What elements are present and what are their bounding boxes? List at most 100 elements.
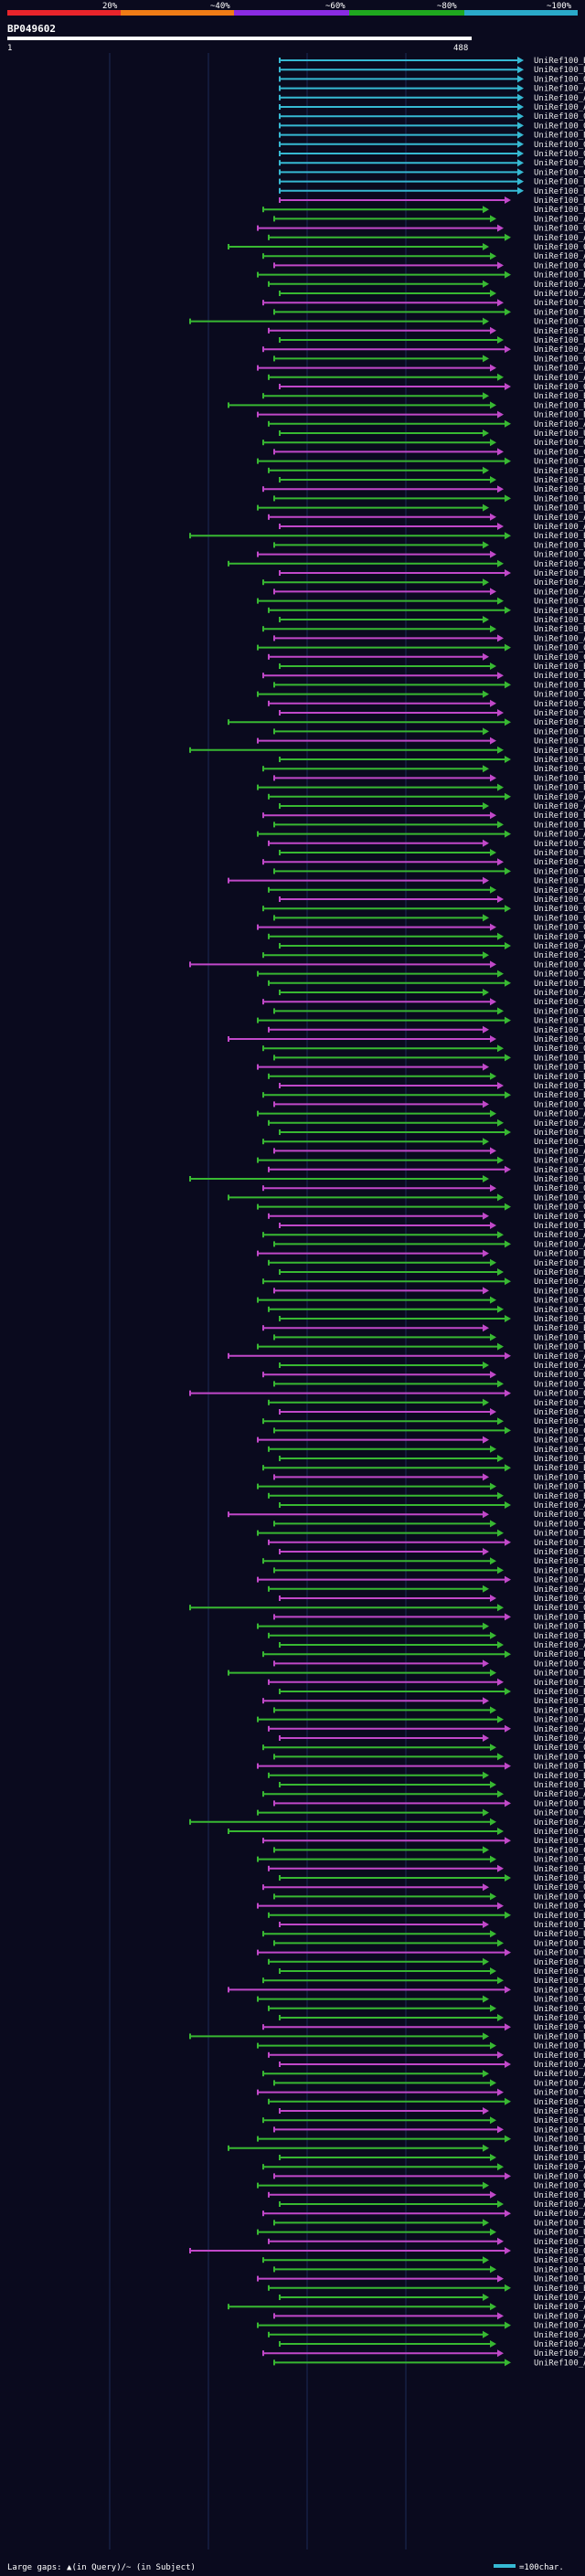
hit-row[interactable]: UniRef100_A2YKH8 [279,290,585,299]
hit-label[interactable]: UniRef100_C0KJ09 [534,560,585,569]
hit-row[interactable]: UniRef100_B9P6F2 [257,1482,585,1492]
hit-label[interactable]: UniRef100_Q8ZY34 [534,122,585,131]
hit-label[interactable]: UniRef100_A5BC52 [534,94,585,103]
hit-label[interactable]: UniRef100_C5WRT3 [534,458,585,467]
hit-label[interactable]: UniRef100_B9H4Z1 [534,727,585,737]
hit-label[interactable]: UniRef100_Q9C9Q0 [534,1883,585,1892]
hit-label[interactable]: UniRef100_UP1000... [534,756,585,765]
hit-row[interactable]: UniRef100_UP1000... [268,1957,585,1967]
hit-label[interactable]: UniRef100_B9R0F3 [534,1688,585,1697]
hit-label[interactable]: UniRef100_B4FF40 [534,411,585,420]
hit-label[interactable]: UniRef100_C5X4K3 [534,2107,585,2116]
hit-row[interactable]: UniRef100_UP1000... [273,541,585,550]
hit-row[interactable]: UniRef100_A9I3E7 [268,1118,585,1129]
hit-label[interactable]: UniRef100_UP1000... [534,429,585,439]
hit-row[interactable]: UniRef100_Q01Y23 [273,914,585,923]
hit-label[interactable]: UniRef100_B6QQU1 [534,1548,585,1557]
hit-row[interactable]: UniRef100_B9RPT9 [257,2041,585,2051]
hit-label[interactable]: UniRef100_B9IDB6 [534,616,585,625]
hit-label[interactable]: UniRef100_Q9ST91 [534,691,585,700]
hit-row[interactable]: UniRef100_B4R2H7 [279,57,585,66]
hit-label[interactable]: UniRef100_Q9FLU2 [534,225,585,234]
hit-row[interactable]: UniRef100_B9I2F3 [268,1072,585,1082]
hit-row[interactable]: UniRef100_Q9C9Q0 [262,1883,585,1892]
hit-label[interactable]: UniRef100_C5B3B1 [534,1138,585,1147]
hit-label[interactable]: UniRef100_A2ZI28 [534,1157,585,1166]
hit-row[interactable]: UniRef100_Q6UYU8 [257,550,585,560]
hit-row[interactable]: UniRef100_C1K3P2 [262,1417,585,1426]
hit-label[interactable]: UniRef100_B9F3K3 [534,1017,585,1026]
hit-label[interactable]: UniRef100_Q8LNT9 [534,644,585,653]
hit-row[interactable]: UniRef100_Q2VAC8 [279,112,585,122]
hit-row[interactable]: UniRef100_B9RBW5 [273,774,585,783]
hit-row[interactable]: UniRef100_B8B3W1 [262,1697,585,1706]
hit-row[interactable]: UniRef100_Q0ORM5 [262,439,585,448]
hit-row[interactable]: UniRef100_B9HBW7 [268,2051,585,2061]
hit-row[interactable]: UniRef100_Q1P157 [273,1100,585,1109]
hit-row[interactable]: UniRef100_Q9CR24 [228,1193,585,1203]
hit-row[interactable]: UniRef100_B9N6T5 [268,1771,585,1781]
hit-row[interactable]: UniRef100_B6STT0 [273,1333,585,1342]
hit-row[interactable]: UniRef100_Q6FBT3 [262,2256,585,2265]
hit-label[interactable]: UniRef100_A7QB08 [534,1231,585,1240]
hit-row[interactable]: UniRef100_Q8GT40 [279,140,585,150]
hit-row[interactable]: UniRef100_C5WRT3 [257,457,585,467]
hit-label[interactable]: UniRef100_B6TE86 [534,980,585,989]
hit-label[interactable]: UniRef100_Q7XS63 [534,1659,585,1669]
hit-label[interactable]: UniRef100_A9UEV9 [534,1240,585,1249]
hit-label[interactable]: UniRef100_A9SST9 [534,2061,585,2070]
hit-row[interactable]: UniRef100_C5B3B1 [262,1138,585,1147]
hit-row[interactable]: UniRef100_A2TEH0 [262,2349,585,2359]
hit-label[interactable]: UniRef100_B9I1R0 [534,494,585,504]
hit-row[interactable]: UniRef100_A7PN08 [279,2294,585,2303]
hit-label[interactable]: UniRef100_A7PYT6 [534,886,585,896]
hit-row[interactable]: UniRef100_C5WEL5 [228,1828,585,1837]
hit-row[interactable]: UniRef100_A2Y030 [262,2163,585,2172]
hit-label[interactable]: UniRef100_C5Y0L7 [534,653,585,663]
hit-label[interactable]: UniRef100_A7NT16 [534,1352,585,1362]
hit-row[interactable]: UniRef100_Q8GYT7 [262,299,585,308]
hit-row[interactable]: UniRef100_Q7S574 [268,699,585,709]
hit-label[interactable]: UniRef100_Q9LE09 [534,1044,585,1054]
hit-label[interactable]: UniRef100_A2TEH0 [534,2340,585,2349]
hit-row[interactable]: UniRef100_Q8LNT9 [257,643,585,653]
hit-label[interactable]: UniRef100_B4FVF1 [534,1343,585,1352]
hit-row[interactable]: UniRef100_Q14G57 [257,1203,585,1213]
hit-row[interactable]: UniRef100_B9SZ95 [273,2265,585,2274]
hit-row[interactable]: UniRef100_A2ZI28 [257,1156,585,1166]
hit-label[interactable]: UniRef100_Q9LTC1 [534,1166,585,1175]
hit-row[interactable]: UniRef100_Q1HP75 [189,317,585,327]
hit-label[interactable]: UniRef100_A2YEH8 [534,2200,585,2210]
hit-row[interactable]: UniRef100_B6TZG7 [257,2135,585,2145]
hit-row[interactable]: UniRef100_Q9SYY3 [228,243,585,252]
hit-row[interactable]: UniRef100_B9SE1 [273,681,585,690]
hit-row[interactable]: UniRef100_A2Z3H9 [268,1585,585,1595]
hit-row[interactable]: UniRef100_B3LFS8 [262,206,585,215]
hit-label[interactable]: UniRef100_B9I2F3 [534,1073,585,1082]
hit-row[interactable]: UniRef100_A7PIR2 [268,1724,585,1734]
hit-label[interactable]: UniRef100_B9SZE5 [534,66,585,75]
hit-row[interactable]: UniRef100_Q2S973 [279,2014,585,2023]
hit-label[interactable]: UniRef100_C5X4H5 [534,1753,585,1762]
hit-label[interactable]: UniRef100_Q1P157 [534,1100,585,1109]
hit-label[interactable]: UniRef100_B9R622 [534,784,585,793]
hit-label[interactable]: UniRef100_B9I2C1 [534,2125,585,2135]
hit-label[interactable]: UniRef100_Q943L0 [534,159,585,168]
hit-row[interactable]: UniRef100_Q6SNX1 [273,355,585,364]
hit-row[interactable]: UniRef100_B9HMR1 [257,504,585,514]
hit-label[interactable]: UniRef100_B9RPT9 [534,2042,585,2051]
hit-label[interactable]: UniRef100_Q9C9U9 [534,1035,585,1044]
hit-row[interactable]: UniRef100_A9RRX6 [268,280,585,290]
hit-label[interactable]: UniRef100_A7QES7 [534,588,585,597]
hit-row[interactable]: UniRef100_A9P812 [279,523,585,532]
hit-label[interactable]: UniRef100_B6SQT9 [534,476,585,485]
hit-label[interactable]: UniRef100_B6SQT8 [534,485,585,494]
hit-row[interactable]: UniRef100_C1K3N9 [268,1445,585,1455]
hit-label[interactable]: UniRef100_B9GUE4 [534,821,585,830]
hit-row[interactable]: UniRef100_B9IDB6 [279,616,585,625]
hit-label[interactable]: UniRef100_C5WF35 [534,1846,585,1855]
hit-row[interactable]: UniRef100_A7N1G9 [262,578,585,588]
hit-label[interactable]: UniRef100_UP1000... [534,1175,585,1184]
hit-label[interactable]: UniRef100_B9N6T5 [534,1772,585,1781]
hit-row[interactable]: UniRef100_A9P2S9 [257,1109,585,1119]
